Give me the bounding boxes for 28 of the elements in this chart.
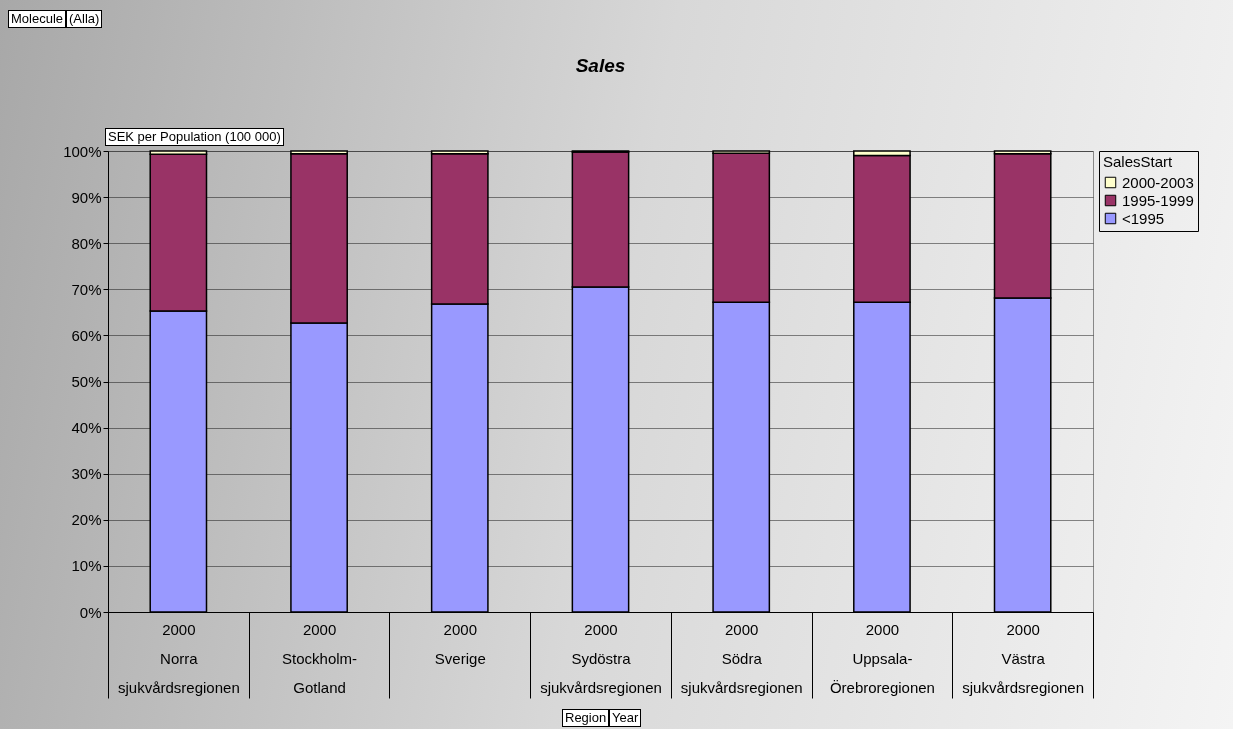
text: Year xyxy=(609,709,642,727)
chart-title: Sales xyxy=(575,55,626,76)
y-tick-label: 10% xyxy=(71,557,102,575)
y-tick-label: 20% xyxy=(71,511,102,529)
x-tick-label: 2000 Stockholm- Gotland xyxy=(282,620,358,696)
y-tick-label: 60% xyxy=(71,326,102,344)
legend-title: SalesStart xyxy=(1103,153,1174,170)
x-tick-label: 2000 Södra sjukvårdsregionen xyxy=(680,620,803,696)
y-tick-label: 0% xyxy=(79,603,102,621)
text: Region xyxy=(562,709,610,727)
y-tick-label: 30% xyxy=(71,465,102,483)
y-tick-label: 100% xyxy=(63,142,102,160)
x-tick-label: 2000 Norra sjukvårdsregionen xyxy=(117,620,240,696)
legend-label: 2000-2003 xyxy=(1122,173,1194,191)
legend-label: 1995-1999 xyxy=(1122,191,1194,209)
x-tick-label: 2000 Sverige xyxy=(434,620,486,667)
y-tick-label: 40% xyxy=(71,419,102,437)
text: (Alla) xyxy=(66,10,103,28)
y-tick-label: 50% xyxy=(71,373,102,390)
x-tick-label: 2000 Sydöstra sjukvårdsregionen xyxy=(540,620,662,696)
legend-label: <1995 xyxy=(1122,209,1165,227)
y-tick-label: 70% xyxy=(71,280,102,298)
x-tick-label: 2000 Uppsala- Örebroregionen xyxy=(829,620,935,696)
text: Molecule xyxy=(8,10,67,28)
y-tick-label: 80% xyxy=(71,234,102,252)
y-tick-label: 90% xyxy=(71,188,102,206)
text: SEK per Population (100 000) xyxy=(105,128,284,146)
x-tick-label: 2000 Västra sjukvårdsregionen xyxy=(962,620,1085,696)
